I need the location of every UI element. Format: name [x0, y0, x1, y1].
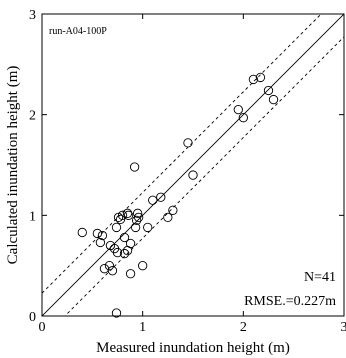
plot-frame	[41, 13, 345, 317]
data-point	[92, 228, 103, 239]
data-point	[238, 113, 248, 123]
data-point	[138, 261, 148, 271]
data-point	[130, 222, 141, 233]
data-point	[104, 261, 115, 271]
x-tick-label: 1	[139, 320, 146, 335]
data-point	[156, 192, 166, 202]
data-point	[133, 212, 144, 222]
data-point	[95, 237, 106, 248]
rmse-band-line-2	[64, 36, 344, 316]
data-point	[248, 74, 259, 85]
data-point	[163, 212, 173, 222]
y-axis-label: Calculated inundation height (m)	[5, 66, 21, 265]
axis-ticks: 0 1 2 3 0 1 2 3	[29, 8, 346, 335]
data-point	[125, 269, 136, 279]
data-point	[143, 222, 153, 233]
data-point	[188, 170, 198, 180]
plot-area: 0 1 2 3 0 1 2 3	[29, 8, 346, 335]
rmse-label: RMSE.=0.227m	[244, 294, 336, 309]
data-point	[111, 308, 122, 318]
data-point	[123, 210, 134, 220]
data-point	[119, 248, 130, 259]
data-point	[129, 162, 140, 172]
data-point	[132, 208, 143, 218]
data-point	[268, 94, 279, 105]
x-tick-label: 0	[39, 320, 46, 335]
data-point	[77, 227, 87, 238]
data-point	[111, 222, 122, 233]
data-point	[233, 104, 243, 115]
data-point	[119, 232, 130, 243]
data-point	[263, 85, 274, 96]
x-axis-label: Measured inundation height (m)	[96, 340, 290, 356]
data-point	[183, 138, 193, 148]
rmse-band-line-1	[42, 14, 322, 294]
x-tick-label: 2	[240, 320, 247, 335]
data-point	[255, 72, 266, 83]
y-tick-label: 1	[29, 209, 36, 224]
sample-count-label: N=41	[304, 270, 336, 285]
y-tick-label: 0	[29, 310, 36, 325]
one-to-one-line	[42, 14, 344, 316]
y-tick-label: 2	[29, 109, 36, 124]
reference-lines	[42, 14, 344, 316]
data-point	[131, 215, 142, 226]
data-point	[122, 208, 133, 218]
data-point	[112, 247, 123, 258]
data-point	[168, 205, 178, 215]
y-tick-label: 3	[29, 8, 36, 23]
x-tick-label: 3	[341, 320, 346, 335]
data-point	[97, 230, 108, 241]
data-point	[99, 264, 110, 274]
data-point	[117, 210, 128, 220]
data-points	[77, 72, 279, 318]
data-point	[107, 266, 118, 276]
run-label: run-A04-100P	[49, 26, 107, 37]
data-point	[125, 238, 136, 249]
data-point	[148, 195, 158, 205]
